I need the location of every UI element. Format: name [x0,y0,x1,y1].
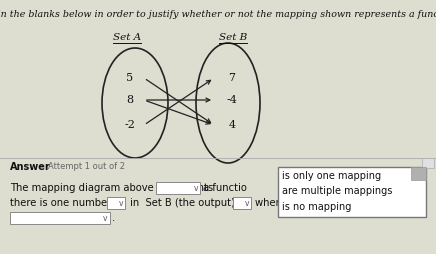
FancyBboxPatch shape [233,197,251,209]
FancyBboxPatch shape [10,212,110,224]
FancyBboxPatch shape [422,158,434,168]
Text: v: v [119,199,123,208]
Text: a functio: a functio [203,183,247,193]
Text: where there: where there [255,198,315,208]
Text: v: v [103,214,108,223]
Text: v: v [245,199,249,208]
Text: The mapping diagram above  represents: The mapping diagram above represents [10,183,213,193]
Text: 4: 4 [228,120,235,130]
FancyBboxPatch shape [302,197,422,209]
Text: Fill in the blanks below in order to justify whether or not the mapping shown re: Fill in the blanks below in order to jus… [0,10,436,19]
FancyBboxPatch shape [278,167,426,217]
Text: 5: 5 [126,73,133,83]
Text: -2: -2 [125,120,136,130]
Text: 8: 8 [126,95,133,105]
Text: Attempt 1 out of 2: Attempt 1 out of 2 [48,162,125,171]
Text: -4: -4 [227,95,238,105]
Text: .: . [112,213,115,223]
Text: is no mapping: is no mapping [282,202,351,212]
FancyBboxPatch shape [411,167,426,180]
Text: is only one mapping: is only one mapping [282,171,381,181]
Text: Set B: Set B [219,33,247,42]
Text: there is one number: there is one number [10,198,111,208]
FancyBboxPatch shape [107,197,125,209]
Text: in  Set B (the output): in Set B (the output) [130,198,235,208]
Text: are multiple mappings: are multiple mappings [282,186,392,196]
Text: 7: 7 [228,73,235,83]
Text: Answer: Answer [10,162,51,172]
Text: v: v [194,184,198,193]
Text: Set A: Set A [113,33,141,42]
Text: v: v [414,199,419,208]
FancyBboxPatch shape [156,182,200,194]
